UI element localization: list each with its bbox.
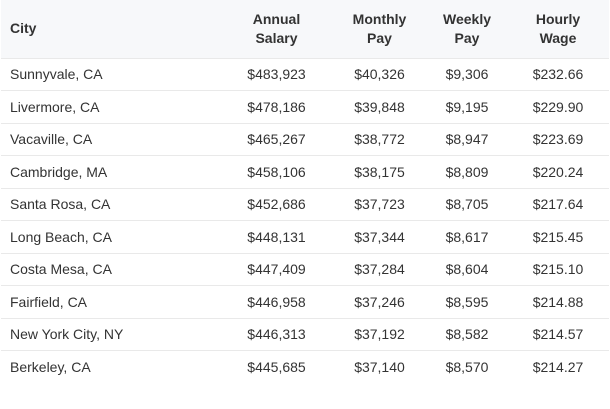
table-row: Berkeley, CA $445,685 $37,140 $8,570 $21… [1,350,609,384]
monthly-pay-cell: $37,192 [354,326,405,343]
city-cell: Vacaville, CA [10,131,93,148]
table-header: City Annual Salary Monthly Pay Weekly Pay H… [1,0,609,58]
weekly-pay-cell: $8,809 [445,163,489,180]
city-cell: Cambridge, MA [10,163,108,180]
hourly-wage-cell: $214.88 [532,293,584,310]
annual-salary-cell: $458,106 [247,163,306,180]
hourly-wage-cell: $220.24 [532,163,584,180]
header-hourly-line2: Wage [539,29,577,46]
city-cell: Sunnyvale, CA [10,66,103,83]
table-row: Sunnyvale, CA $483,923 $40,326 $9,306 $2… [1,58,609,91]
annual-salary-cell: $452,686 [247,196,306,213]
weekly-pay-cell: $8,705 [445,196,489,213]
header-city: City [1,0,221,58]
weekly-pay-cell: $9,195 [445,98,489,115]
weekly-pay-cell: $8,617 [445,228,489,245]
header-city-label: City [10,20,37,37]
monthly-pay-cell: $37,344 [354,228,405,245]
table-row: New York City, NY $446,313 $37,192 $8,58… [1,318,609,351]
city-cell: New York City, NY [10,326,124,343]
hourly-wage-cell: $215.10 [532,261,584,278]
city-cell: Costa Mesa, CA [10,261,112,278]
header-hourly-line1: Hourly [535,10,581,27]
annual-salary-cell: $478,186 [247,98,306,115]
city-cell: Santa Rosa, CA [10,196,111,213]
header-monthly-line2: Pay [367,29,392,46]
annual-salary-cell: $446,958 [247,293,306,310]
city-cell: Berkeley, CA [10,359,91,375]
header-annual-salary: Annual Salary [221,0,332,58]
hourly-wage-cell: $223.69 [532,131,584,148]
annual-salary-cell: $465,267 [247,131,306,148]
header-monthly-pay: Monthly Pay [332,0,427,58]
hourly-wage-cell: $215.45 [532,228,584,245]
header-annual-line2: Salary [255,29,298,46]
monthly-pay-cell: $39,848 [354,98,405,115]
weekly-pay-cell: $8,582 [445,326,489,343]
weekly-pay-cell: $8,604 [445,261,489,278]
hourly-wage-cell: $232.66 [532,66,584,83]
weekly-pay-cell: $8,947 [445,131,489,148]
table-row: Livermore, CA $478,186 $39,848 $9,195 $2… [1,90,609,124]
header-weekly-pay: Weekly Pay [427,0,507,58]
table-row: Santa Rosa, CA $452,686 $37,723 $8,705 $… [1,188,609,221]
table-body: Sunnyvale, CA $483,923 $40,326 $9,306 $2… [1,58,609,383]
weekly-pay-cell: $9,306 [445,66,489,83]
monthly-pay-cell: $37,723 [354,196,405,213]
header-weekly-line1: Weekly [443,10,491,27]
monthly-pay-cell: $37,140 [354,359,405,375]
hourly-wage-cell: $229.90 [532,98,584,115]
table-row: Fairfield, CA $446,958 $37,246 $8,595 $2… [1,285,609,319]
monthly-pay-cell: $37,246 [354,293,405,310]
monthly-pay-cell: $40,326 [354,66,405,83]
header-weekly-line2: Pay [454,29,480,46]
annual-salary-cell: $445,685 [247,359,306,375]
city-cell: Livermore, CA [10,98,100,115]
monthly-pay-cell: $37,284 [354,261,405,278]
annual-salary-cell: $446,313 [247,326,306,343]
table-row: Vacaville, CA $465,267 $38,772 $8,947 $2… [1,123,609,156]
table-row: Long Beach, CA $448,131 $37,344 $8,617 $… [1,220,609,254]
annual-salary-cell: $483,923 [247,66,306,83]
hourly-wage-cell: $217.64 [532,196,584,213]
monthly-pay-cell: $38,175 [354,163,405,180]
weekly-pay-cell: $8,595 [445,293,489,310]
header-hourly-wage: Hourly Wage [507,0,609,58]
table-row: Costa Mesa, CA $447,409 $37,284 $8,604 $… [1,253,609,286]
monthly-pay-cell: $38,772 [354,131,405,148]
hourly-wage-cell: $214.57 [532,326,584,343]
header-monthly-line1: Monthly [352,10,407,27]
annual-salary-cell: $447,409 [247,261,306,278]
header-annual-line1: Annual [252,10,301,27]
annual-salary-cell: $448,131 [247,228,306,245]
header-row: City Annual Salary Monthly Pay Weekly Pay H… [1,0,609,58]
hourly-wage-cell: $214.27 [532,359,584,375]
table-row: Cambridge, MA $458,106 $38,175 $8,809 $2… [1,155,609,189]
city-cell: Long Beach, CA [10,228,112,245]
salary-table: City Annual Salary Monthly Pay Weekly Pay H… [1,0,609,383]
city-cell: Fairfield, CA [10,293,88,310]
weekly-pay-cell: $8,570 [445,359,489,375]
